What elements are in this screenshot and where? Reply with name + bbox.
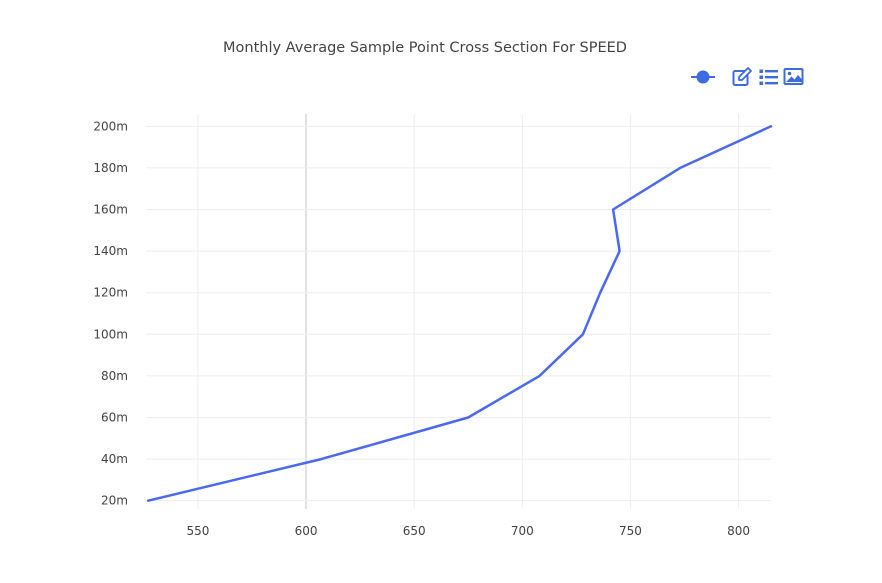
x-tick-label: 800 bbox=[727, 524, 750, 538]
chart-title: Monthly Average Sample Point Cross Secti… bbox=[223, 40, 627, 56]
x-tick-label: 750 bbox=[619, 524, 642, 538]
x-tick-label: 600 bbox=[295, 524, 318, 538]
image-icon[interactable] bbox=[783, 66, 805, 88]
y-tick-label: 20m bbox=[101, 494, 128, 508]
list-icon[interactable] bbox=[758, 66, 780, 88]
series-line bbox=[146, 125, 773, 502]
y-axis-ticks: 20m 40m 60m 80m 100m 120m 140m 160m 180m 200m bbox=[93, 119, 128, 507]
data-point[interactable] bbox=[617, 248, 623, 254]
x-tick-label: 650 bbox=[403, 524, 426, 538]
series-group bbox=[145, 123, 774, 504]
y-tick-label: 40m bbox=[101, 452, 128, 466]
y-tick-label: 120m bbox=[93, 286, 128, 300]
data-point[interactable] bbox=[318, 456, 324, 462]
y-tick-label: 100m bbox=[93, 327, 128, 341]
data-point[interactable] bbox=[145, 498, 151, 504]
data-point[interactable] bbox=[768, 123, 774, 129]
x-axis-ticks: 550 600 650 700 750 800 bbox=[186, 524, 750, 538]
data-point[interactable] bbox=[610, 207, 616, 213]
y-tick-label: 200m bbox=[93, 119, 128, 133]
x-tick-label: 550 bbox=[186, 524, 209, 538]
data-point[interactable] bbox=[580, 331, 586, 337]
data-point[interactable] bbox=[537, 373, 543, 379]
data-point[interactable] bbox=[465, 414, 471, 420]
edit-icon[interactable] bbox=[731, 66, 753, 88]
y-tick-label: 160m bbox=[93, 203, 128, 217]
y-tick-label: 80m bbox=[101, 369, 128, 383]
data-point[interactable] bbox=[677, 165, 683, 171]
y-tick-label: 180m bbox=[93, 161, 128, 175]
grid-lines bbox=[146, 114, 771, 509]
y-tick-label: 140m bbox=[93, 244, 128, 258]
line-marker-icon[interactable] bbox=[690, 66, 716, 88]
x-tick-label: 700 bbox=[511, 524, 534, 538]
data-point[interactable] bbox=[597, 290, 603, 296]
y-tick-label: 60m bbox=[101, 410, 128, 424]
